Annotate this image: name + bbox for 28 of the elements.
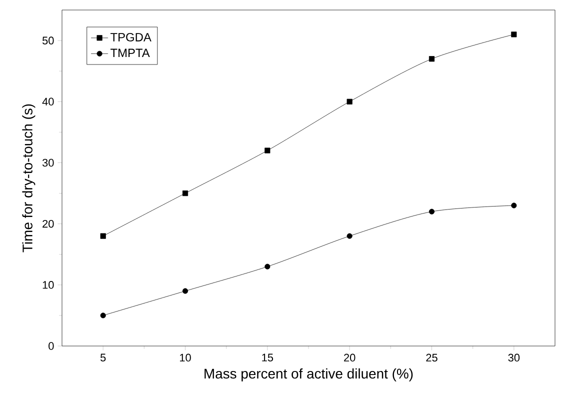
legend-label: TPGDA — [110, 32, 152, 42]
point — [100, 233, 106, 239]
x-tick-label: 30 — [508, 354, 520, 362]
point — [264, 264, 270, 270]
x-tick-label: 5 — [100, 354, 106, 362]
y-tick-label: 50 — [42, 36, 54, 44]
y-tick-label: 20 — [42, 220, 54, 228]
x-axis-title: Mass percent of active diluent (%) — [204, 368, 413, 382]
y-tick-label: 0 — [48, 342, 54, 350]
y-tick-label: 30 — [42, 158, 54, 167]
y-axis-title: Time for dry-to-touch (s) — [22, 104, 36, 252]
y-tick-label: 10 — [42, 281, 54, 289]
point — [264, 148, 270, 154]
x-tick-label: 25 — [426, 354, 438, 362]
point — [100, 312, 106, 318]
legend-label: TMPTA — [110, 48, 150, 58]
point — [511, 202, 517, 208]
y-tick-label: 40 — [42, 98, 54, 106]
point — [182, 288, 188, 294]
point — [511, 32, 517, 38]
point — [428, 56, 435, 62]
x-tick-label: 15 — [262, 354, 274, 362]
point — [346, 98, 352, 104]
point — [182, 190, 188, 196]
x-tick-label: 20 — [344, 354, 356, 362]
x-tick-label: 10 — [180, 354, 191, 362]
point — [428, 208, 435, 214]
point — [346, 233, 352, 239]
